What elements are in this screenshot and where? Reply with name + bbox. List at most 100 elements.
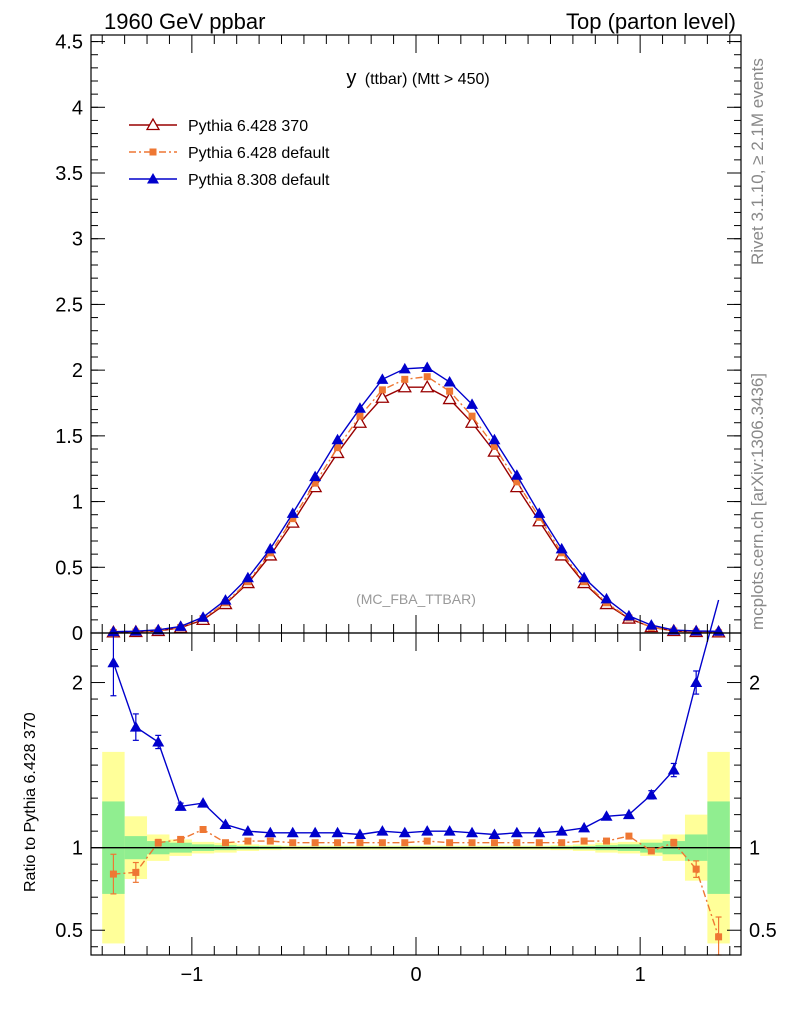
ratio-point [578,821,591,833]
ratio-point [401,839,409,847]
data-point [712,625,725,636]
ratio-point [690,676,703,688]
data-point [289,515,297,523]
x-tick-label: 1 [635,964,646,986]
x-tick-label: −1 [180,964,203,986]
ratio-point [692,865,700,873]
ratio-tick-label: 1 [72,838,83,860]
ratio-panel: 0.5 0.5 1 1 2 2 −1 0 1 Ratio to Pythia 6.428 370 [22,599,777,986]
data-point [311,479,319,487]
ratio-point [645,788,658,800]
series-line-0 [113,386,719,633]
ratio-point [715,933,723,941]
ratio-frame [90,632,742,956]
series-line-1 [113,375,719,634]
y-tick-label: 1.5 [55,426,83,448]
data-point [466,398,479,409]
ratio-point [152,735,165,747]
legend-marker-0 [145,117,161,131]
y-tick-label: 4 [72,97,83,119]
ratio-point [446,839,454,847]
ratio-point [356,839,364,847]
header-right: Top (parton level) [566,9,736,34]
ratio-point [244,837,252,845]
data-point [464,415,480,428]
ratio-axes: 0.5 0.5 1 1 2 2 −1 0 1 [55,633,777,986]
analysis-label: (MC_FBA_TTBAR) [356,591,476,607]
ratio-point [670,839,678,847]
ratio-point [241,825,254,836]
ratio-point [513,839,521,847]
data-point [667,624,680,635]
data-point [443,375,456,387]
ratio-point [129,721,142,732]
data-point [578,571,591,583]
legend-marker-1 [149,148,157,156]
data-point [488,433,501,445]
ratio-point [266,837,274,845]
ratio-point [555,825,568,836]
data-point [309,470,322,482]
data-point [490,442,498,450]
header-left: 1960 GeV ppbar [104,9,265,34]
y-tick-label: 2.5 [55,294,83,316]
ratio-point [443,825,456,836]
ratio-point [488,828,501,839]
x-tick-label: 0 [410,964,421,986]
ratio-point [376,825,389,836]
data-point [352,415,368,428]
data-point [152,623,165,635]
data-point [645,619,658,630]
ratio-tick-label-right: 1 [749,838,760,860]
rivet-label: Rivet 3.1.10, ≥ 2.1M events [748,58,767,265]
data-point [513,478,521,486]
data-point [353,402,366,413]
legend-marker-2 [147,173,159,184]
ratio-point [421,825,434,836]
y-tick-label: 2 [72,360,83,382]
ratio-point [331,826,344,838]
ratio-point [221,839,229,847]
legend-entry-1: Pythia 6.428 default [188,145,330,162]
legend: Pythia 6.428 370 Pythia 6.428 default Pyth… [129,117,330,189]
ratio-line-2 [112,599,720,836]
ratio-point [177,835,185,843]
ratio-point [398,826,411,838]
ratio-tick-label-right: 2 [749,673,760,695]
main-panel: 0 0.5 1 1.5 2 2.5 3 3.5 4 4.5 y (ttbar) (Mtt > 45… [55,32,742,645]
ratio-line-1 [113,828,720,938]
y-tick-label: 0 [72,623,83,645]
ratio-point [289,839,297,847]
ratio-tick-label: 2 [72,673,83,695]
data-point [442,391,457,405]
data-point [264,542,277,554]
data-point [174,620,187,631]
y-tick-label: 3 [72,229,83,251]
ratio-point [558,839,566,847]
ratio-point [647,847,655,855]
data-point [378,386,386,394]
y-tick-label: 0.5 [55,557,83,579]
ratio-point [199,826,207,834]
ratio-point [667,764,680,775]
ratio-point [378,839,386,847]
data-point [375,390,390,403]
ratio-tick-label: 0.5 [55,920,83,942]
data-point [510,469,523,480]
ratio-tick-label-right: 0.5 [749,920,777,942]
plot-title-rest: (ttbar) (Mtt > 450) [365,71,490,88]
plot-title: y (ttbar) (Mtt > 450) [346,67,489,89]
ratio-point [353,828,366,839]
ratio-point [334,839,342,847]
data-point [446,387,454,395]
ratio-point [535,839,543,847]
side-labels: Rivet 3.1.10, ≥ 2.1M events mcplots.cern… [748,58,767,630]
ratio-point [510,826,523,838]
main-axes: 0 0.5 1 1.5 2 2.5 3 3.5 4 4.5 [55,32,741,645]
data-point [397,379,412,393]
ratio-point [109,870,117,878]
ratio-point [309,826,322,838]
data-point [286,507,299,518]
data-point [197,611,210,622]
ratio-point [468,839,476,847]
